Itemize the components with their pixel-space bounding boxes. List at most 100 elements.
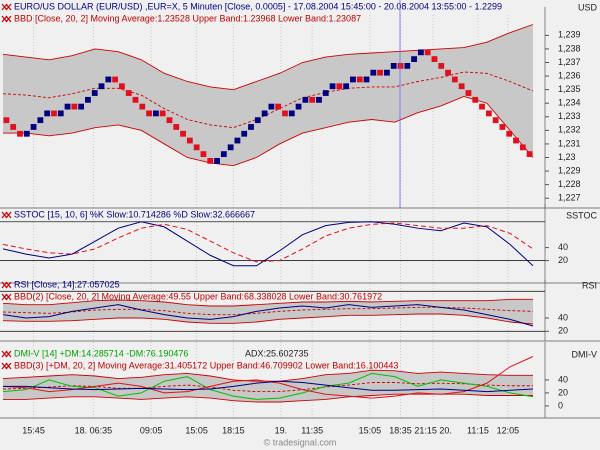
renko-brick: [186, 137, 193, 144]
band-upper: [2, 24, 534, 91]
renko-brick: [132, 96, 139, 103]
renko-brick: [268, 103, 275, 110]
renko-brick: [214, 158, 220, 164]
renko-brick: [404, 63, 411, 69]
indicator-line: [2, 356, 534, 399]
renko-brick: [465, 90, 472, 96]
renko-brick: [71, 103, 78, 110]
x-tick-label: 18:35: [389, 425, 412, 435]
icon: [1, 211, 12, 219]
band-lower: [3, 95, 534, 167]
renko-brick: [479, 103, 485, 110]
panel-subtitle: BBD(3) [+DM, 20, 2] Moving Average:31.40…: [14, 360, 398, 370]
renko-brick: [390, 63, 397, 69]
renko-brick: [119, 83, 125, 90]
renko-brick: [288, 110, 295, 117]
renko-brick: [57, 110, 64, 117]
band-lower: [2, 313, 534, 325]
renko-brick: [261, 110, 268, 117]
renko-brick: [302, 96, 309, 103]
panel-title: SSTOC [15, 10, 6] %K Slow:10.714286 %D S…: [14, 209, 255, 219]
band-middle: [2, 382, 533, 393]
renko-brick: [336, 83, 343, 90]
renko-brick: [513, 137, 519, 144]
panel-subtitle: BBD [Close, 20, 2] Moving Average:1.2352…: [14, 13, 361, 23]
renko-brick: [431, 56, 438, 62]
renko-brick: [458, 83, 465, 90]
renko-brick: [64, 103, 71, 110]
renko-brick: [526, 151, 533, 157]
renko-brick: [125, 90, 132, 96]
renko-brick: [343, 83, 350, 90]
annotation: ADX:25.602735: [245, 348, 309, 358]
y-tick-label: 1,231: [558, 138, 581, 148]
indicator-line: [2, 372, 534, 400]
icon: [1, 293, 12, 301]
renko-brick: [322, 90, 329, 96]
renko-brick: [397, 63, 404, 69]
renko-brick: [492, 117, 499, 124]
x-tick-label: 09:05: [140, 425, 163, 435]
renko-brick: [17, 130, 23, 137]
x-tick-label: 15:05: [185, 425, 208, 435]
renko-brick: [411, 56, 417, 62]
renko-brick: [309, 96, 316, 103]
y-tick-label: 1,229: [558, 165, 581, 175]
renko-brick: [282, 110, 288, 117]
icon: [1, 281, 12, 289]
renko-brick: [173, 124, 180, 130]
panel-title: DMI-V [14] +DM:14.285714 -DM:76.190476: [14, 348, 188, 358]
renko-brick: [10, 124, 17, 130]
y-tick-label: 1,236: [558, 70, 581, 80]
footer: © tradesignal.com: [264, 437, 337, 447]
renko-brick: [112, 76, 119, 83]
y-tick-label: 1,234: [558, 98, 581, 108]
y-tick-label: 1,235: [558, 84, 581, 94]
panel-title: EURO/US DOLLAR (EUR/USD) ,EUR=X, 5 Minut…: [14, 1, 502, 11]
renko-brick: [254, 117, 261, 124]
indicator-line: [2, 304, 534, 327]
band-middle: [2, 71, 534, 129]
x-tick-label: 19.: [275, 425, 288, 435]
renko-brick: [200, 151, 207, 157]
band-upper: [2, 298, 533, 307]
renko-brick: [363, 76, 370, 83]
y-tick-label: 20: [558, 387, 568, 397]
renko-brick: [30, 124, 37, 130]
renko-brick: [44, 110, 51, 117]
renko-brick: [350, 76, 356, 83]
renko-brick: [499, 124, 506, 130]
y-tick-label: 0: [558, 400, 563, 410]
y-tick-label: 20: [558, 255, 568, 265]
renko-brick: [146, 110, 152, 117]
renko-brick: [3, 117, 10, 124]
renko-brick: [424, 49, 431, 56]
x-tick-label: 15:45: [22, 425, 45, 435]
renko-brick: [85, 96, 91, 103]
icon: [1, 3, 12, 11]
icon: [1, 362, 12, 370]
x-tick-label: 11:15: [467, 425, 489, 435]
indicator-line: [3, 380, 534, 393]
renko-brick: [445, 69, 451, 76]
axis-label: USD: [578, 2, 598, 12]
y-tick-label: 1,233: [558, 111, 581, 121]
renko-brick: [248, 124, 254, 130]
x-tick-label: 18. 06:35: [75, 425, 113, 435]
indicator-line: [2, 221, 534, 267]
panel-title: RSI [Close, 14]:27.057025: [14, 279, 120, 289]
panel-subtitle: BBD(2) [Close, 20, 2] Moving Average:49.…: [14, 291, 382, 301]
y-tick-label: 1,23: [558, 152, 576, 162]
y-tick-label: 1,228: [558, 179, 581, 189]
y-tick-label: 1,227: [558, 193, 581, 203]
renko-brick: [159, 110, 166, 117]
renko-brick: [472, 96, 479, 103]
renko-brick: [377, 69, 384, 76]
renko-brick: [98, 83, 105, 90]
renko-brick: [506, 130, 513, 137]
x-tick-label: 15:05: [359, 425, 382, 435]
renko-brick: [139, 103, 146, 110]
renko-brick: [180, 130, 186, 137]
